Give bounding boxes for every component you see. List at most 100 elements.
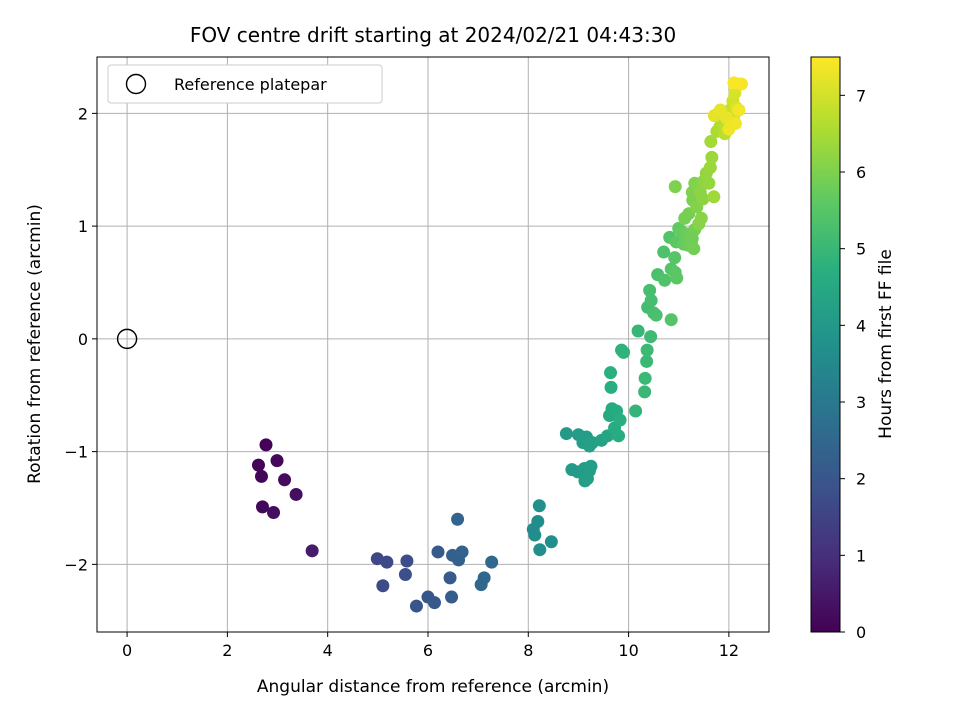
- data-point: [267, 505, 281, 519]
- data-point: [431, 545, 445, 559]
- data-point: [643, 283, 657, 297]
- data-point: [702, 176, 716, 190]
- data-point: [445, 590, 459, 604]
- colorbar: 0 1 2 3 4 5 6 7 Hours from first FF file: [810, 56, 896, 642]
- data-point: [629, 404, 643, 418]
- data-point: [612, 429, 626, 443]
- data-point: [254, 469, 268, 483]
- data-point: [428, 596, 442, 610]
- data-point: [531, 515, 545, 529]
- colorbar-ticks: 0 1 2 3 4 5 6 7: [840, 86, 866, 642]
- data-point: [305, 544, 319, 558]
- data-point: [532, 499, 546, 513]
- legend-marker: [125, 73, 147, 95]
- reference-platepar-point: [116, 328, 138, 350]
- data-point: [617, 345, 631, 359]
- data-point: [638, 371, 652, 385]
- data-point: [604, 380, 618, 394]
- legend-entry-reference-platepar: Reference platepar: [174, 75, 327, 94]
- x-tick-label: 0: [122, 641, 132, 660]
- data-point: [604, 366, 618, 380]
- data-point: [251, 458, 265, 472]
- data-point: [584, 459, 598, 473]
- data-point: [707, 190, 721, 204]
- data-point: [259, 438, 273, 452]
- colorbar-tick-label: 7: [856, 86, 866, 105]
- data-point: [533, 543, 547, 557]
- legend: Reference platepar: [107, 64, 383, 104]
- legend-box: [107, 64, 383, 104]
- colorbar-tick-label: 4: [856, 316, 866, 335]
- plot-frame: [96, 56, 770, 633]
- data-point: [664, 313, 678, 327]
- data-point: [400, 554, 414, 568]
- data-point: [631, 324, 645, 338]
- data-point: [687, 242, 701, 256]
- colorbar-label: Hours from first FF file: [876, 249, 896, 439]
- x-tick-label: 8: [523, 641, 533, 660]
- data-point: [696, 192, 710, 206]
- x-tick-label: 12: [719, 641, 739, 660]
- data-point: [398, 568, 412, 581]
- data-point: [705, 150, 719, 164]
- data-point: [582, 439, 596, 453]
- x-tick-label: 2: [222, 641, 232, 660]
- x-tick-label: 6: [423, 641, 433, 660]
- data-point: [732, 103, 746, 117]
- data-point: [409, 599, 423, 613]
- data-point: [278, 473, 292, 487]
- data-point: [559, 427, 573, 441]
- colorbar-tick-label: 5: [856, 240, 866, 259]
- data-point: [443, 571, 457, 585]
- colorbar-tick-label: 6: [856, 163, 866, 182]
- data-point: [455, 545, 469, 559]
- colorbar-tick-label: 2: [856, 470, 866, 489]
- y-axis-label: Rotation from reference (arcmin): [25, 204, 45, 484]
- data-point: [703, 160, 717, 174]
- x-tick-label: 10: [618, 641, 638, 660]
- data-point: [657, 245, 671, 259]
- data-point: [528, 528, 542, 542]
- y-axis-ticks: −2 −1 0 1 2: [64, 104, 97, 574]
- x-axis-ticks: 0 2 4 6 8 10 12: [122, 632, 739, 660]
- data-point: [451, 512, 465, 526]
- y-tick-label: −2: [64, 555, 88, 574]
- data-point: [477, 571, 491, 585]
- data-point: [649, 308, 663, 322]
- data-point: [727, 76, 741, 90]
- x-tick-label: 4: [323, 641, 333, 660]
- grid: [97, 57, 769, 632]
- data-point: [694, 211, 708, 225]
- data-point: [668, 180, 682, 194]
- colorbar-tick-label: 3: [856, 393, 866, 412]
- data-point: [638, 385, 652, 399]
- data-point: [728, 117, 742, 131]
- colorbar-gradient: [810, 56, 841, 633]
- data-point: [640, 354, 654, 368]
- data-point: [644, 294, 658, 308]
- reference-marker: [116, 328, 138, 350]
- y-tick-label: −1: [64, 443, 88, 462]
- chart-title: FOV centre drift starting at 2024/02/21 …: [190, 23, 676, 47]
- data-point: [270, 454, 284, 468]
- data-point: [380, 555, 394, 569]
- y-tick-label: 1: [78, 217, 88, 236]
- data-point: [376, 579, 390, 593]
- data-point: [485, 555, 499, 569]
- data-point: [658, 273, 672, 287]
- data-point: [640, 343, 654, 357]
- data-point: [255, 500, 269, 514]
- x-axis-label: Angular distance from reference (arcmin): [257, 677, 609, 697]
- colorbar-tick-label: 0: [856, 623, 866, 642]
- data-point: [670, 271, 684, 285]
- data-point: [544, 535, 558, 549]
- data-point: [668, 251, 682, 265]
- data-point: [704, 135, 718, 149]
- colorbar-tick-label: 1: [856, 546, 866, 565]
- data-point: [613, 413, 627, 427]
- data-points: [251, 76, 748, 613]
- data-point: [644, 330, 658, 344]
- y-tick-label: 2: [78, 104, 88, 123]
- data-point: [289, 487, 303, 501]
